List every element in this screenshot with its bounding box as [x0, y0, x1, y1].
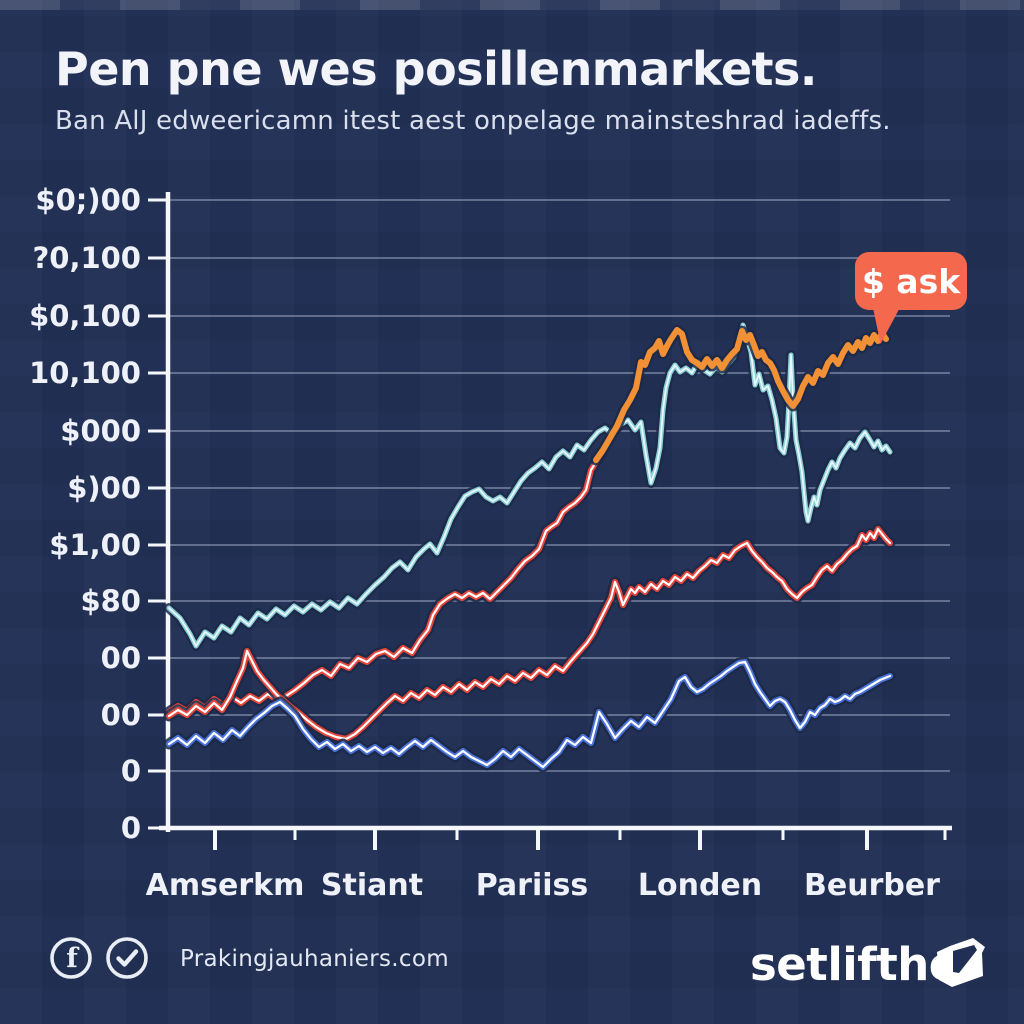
ask-callout-label: $ ask [861, 261, 961, 301]
website-url-text: Prakingjauhaniers.com [180, 946, 449, 972]
y-axis-label: ?0,100 [32, 241, 141, 275]
y-axis-label: 00 [101, 641, 141, 675]
page-subtitle: Ban AlJ edweericamn itest aest onpelage … [55, 106, 891, 136]
y-axis-label: $0,100 [29, 299, 141, 333]
y-axis-label: $80 [80, 584, 141, 618]
x-axis-label: Londen [638, 868, 762, 903]
y-axis-label: 0 [121, 754, 141, 788]
top-edge-texture [0, 0, 1024, 10]
y-axis-label: $0;)00 [35, 183, 141, 217]
brand-logo-icon [931, 933, 993, 997]
x-axis-label: Beurber [804, 868, 940, 903]
y-axis-label: $)00 [67, 471, 141, 505]
page-title: Pen pne wes posillenmarkets. [55, 42, 817, 96]
facebook-icon[interactable]: f [49, 936, 93, 980]
svg-text:f: f [66, 943, 80, 974]
check-icon[interactable] [105, 936, 149, 980]
x-axis-label: Amserkm [146, 868, 305, 903]
x-axis-label: Stiant [321, 868, 423, 903]
brand-logo-text: setlifthe [750, 938, 959, 991]
y-axis-label: 0 [121, 811, 141, 845]
y-axis-label: 00 [101, 698, 141, 732]
red-line-lower-core [167, 527, 892, 741]
y-axis-label: $1,00 [49, 528, 141, 562]
ask-callout-badge[interactable]: $ ask [855, 252, 967, 344]
red-line-upper-core [167, 450, 604, 714]
orange-line [593, 327, 889, 463]
y-axis-label: $000 [60, 414, 141, 448]
blue-line-core [167, 660, 892, 769]
x-axis-label: Pariiss [476, 868, 589, 903]
y-axis-label: 10,100 [29, 356, 141, 390]
teal-line-core [168, 324, 891, 647]
